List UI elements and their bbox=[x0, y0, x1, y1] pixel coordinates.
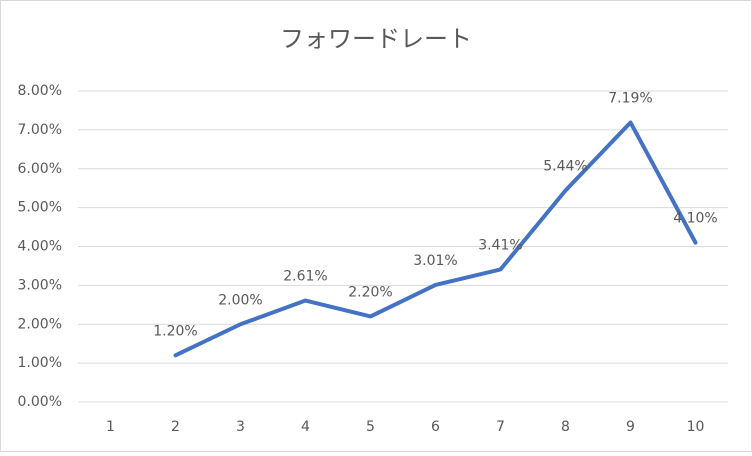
data-label: 1.20% bbox=[153, 323, 197, 339]
x-tick-label: 9 bbox=[626, 419, 635, 435]
x-tick-label: 2 bbox=[171, 419, 180, 435]
y-tick-label: 4.00% bbox=[18, 239, 62, 255]
x-tick-label: 8 bbox=[561, 419, 570, 435]
data-label: 7.19% bbox=[608, 90, 652, 106]
data-label: 3.01% bbox=[413, 253, 457, 269]
chart-title: フォワードレート bbox=[280, 25, 472, 53]
y-tick-label: 3.00% bbox=[18, 277, 62, 293]
data-label: 2.20% bbox=[348, 284, 392, 300]
x-tick-label: 1 bbox=[106, 419, 115, 435]
y-tick-label: 8.00% bbox=[18, 83, 62, 99]
y-tick-label: 6.00% bbox=[18, 161, 62, 177]
x-tick-label: 5 bbox=[366, 419, 375, 435]
y-tick-label: 2.00% bbox=[18, 316, 62, 332]
y-tick-label: 5.00% bbox=[18, 200, 62, 216]
data-label: 2.61% bbox=[283, 269, 327, 285]
x-tick-label: 3 bbox=[236, 419, 245, 435]
y-tick-label: 7.00% bbox=[18, 122, 62, 138]
x-tick-label: 4 bbox=[301, 419, 310, 435]
x-tick-label: 6 bbox=[431, 419, 440, 435]
y-tick-label: 0.00% bbox=[18, 394, 62, 410]
data-label: 5.44% bbox=[543, 159, 587, 175]
data-label: 2.00% bbox=[218, 292, 262, 308]
data-label: 4.10% bbox=[673, 211, 717, 227]
x-tick-label: 10 bbox=[687, 419, 705, 435]
line bbox=[173, 120, 698, 358]
y-tick-label: 1.00% bbox=[18, 355, 62, 371]
x-tick-label: 7 bbox=[496, 419, 505, 435]
data-label: 3.41% bbox=[478, 237, 522, 253]
